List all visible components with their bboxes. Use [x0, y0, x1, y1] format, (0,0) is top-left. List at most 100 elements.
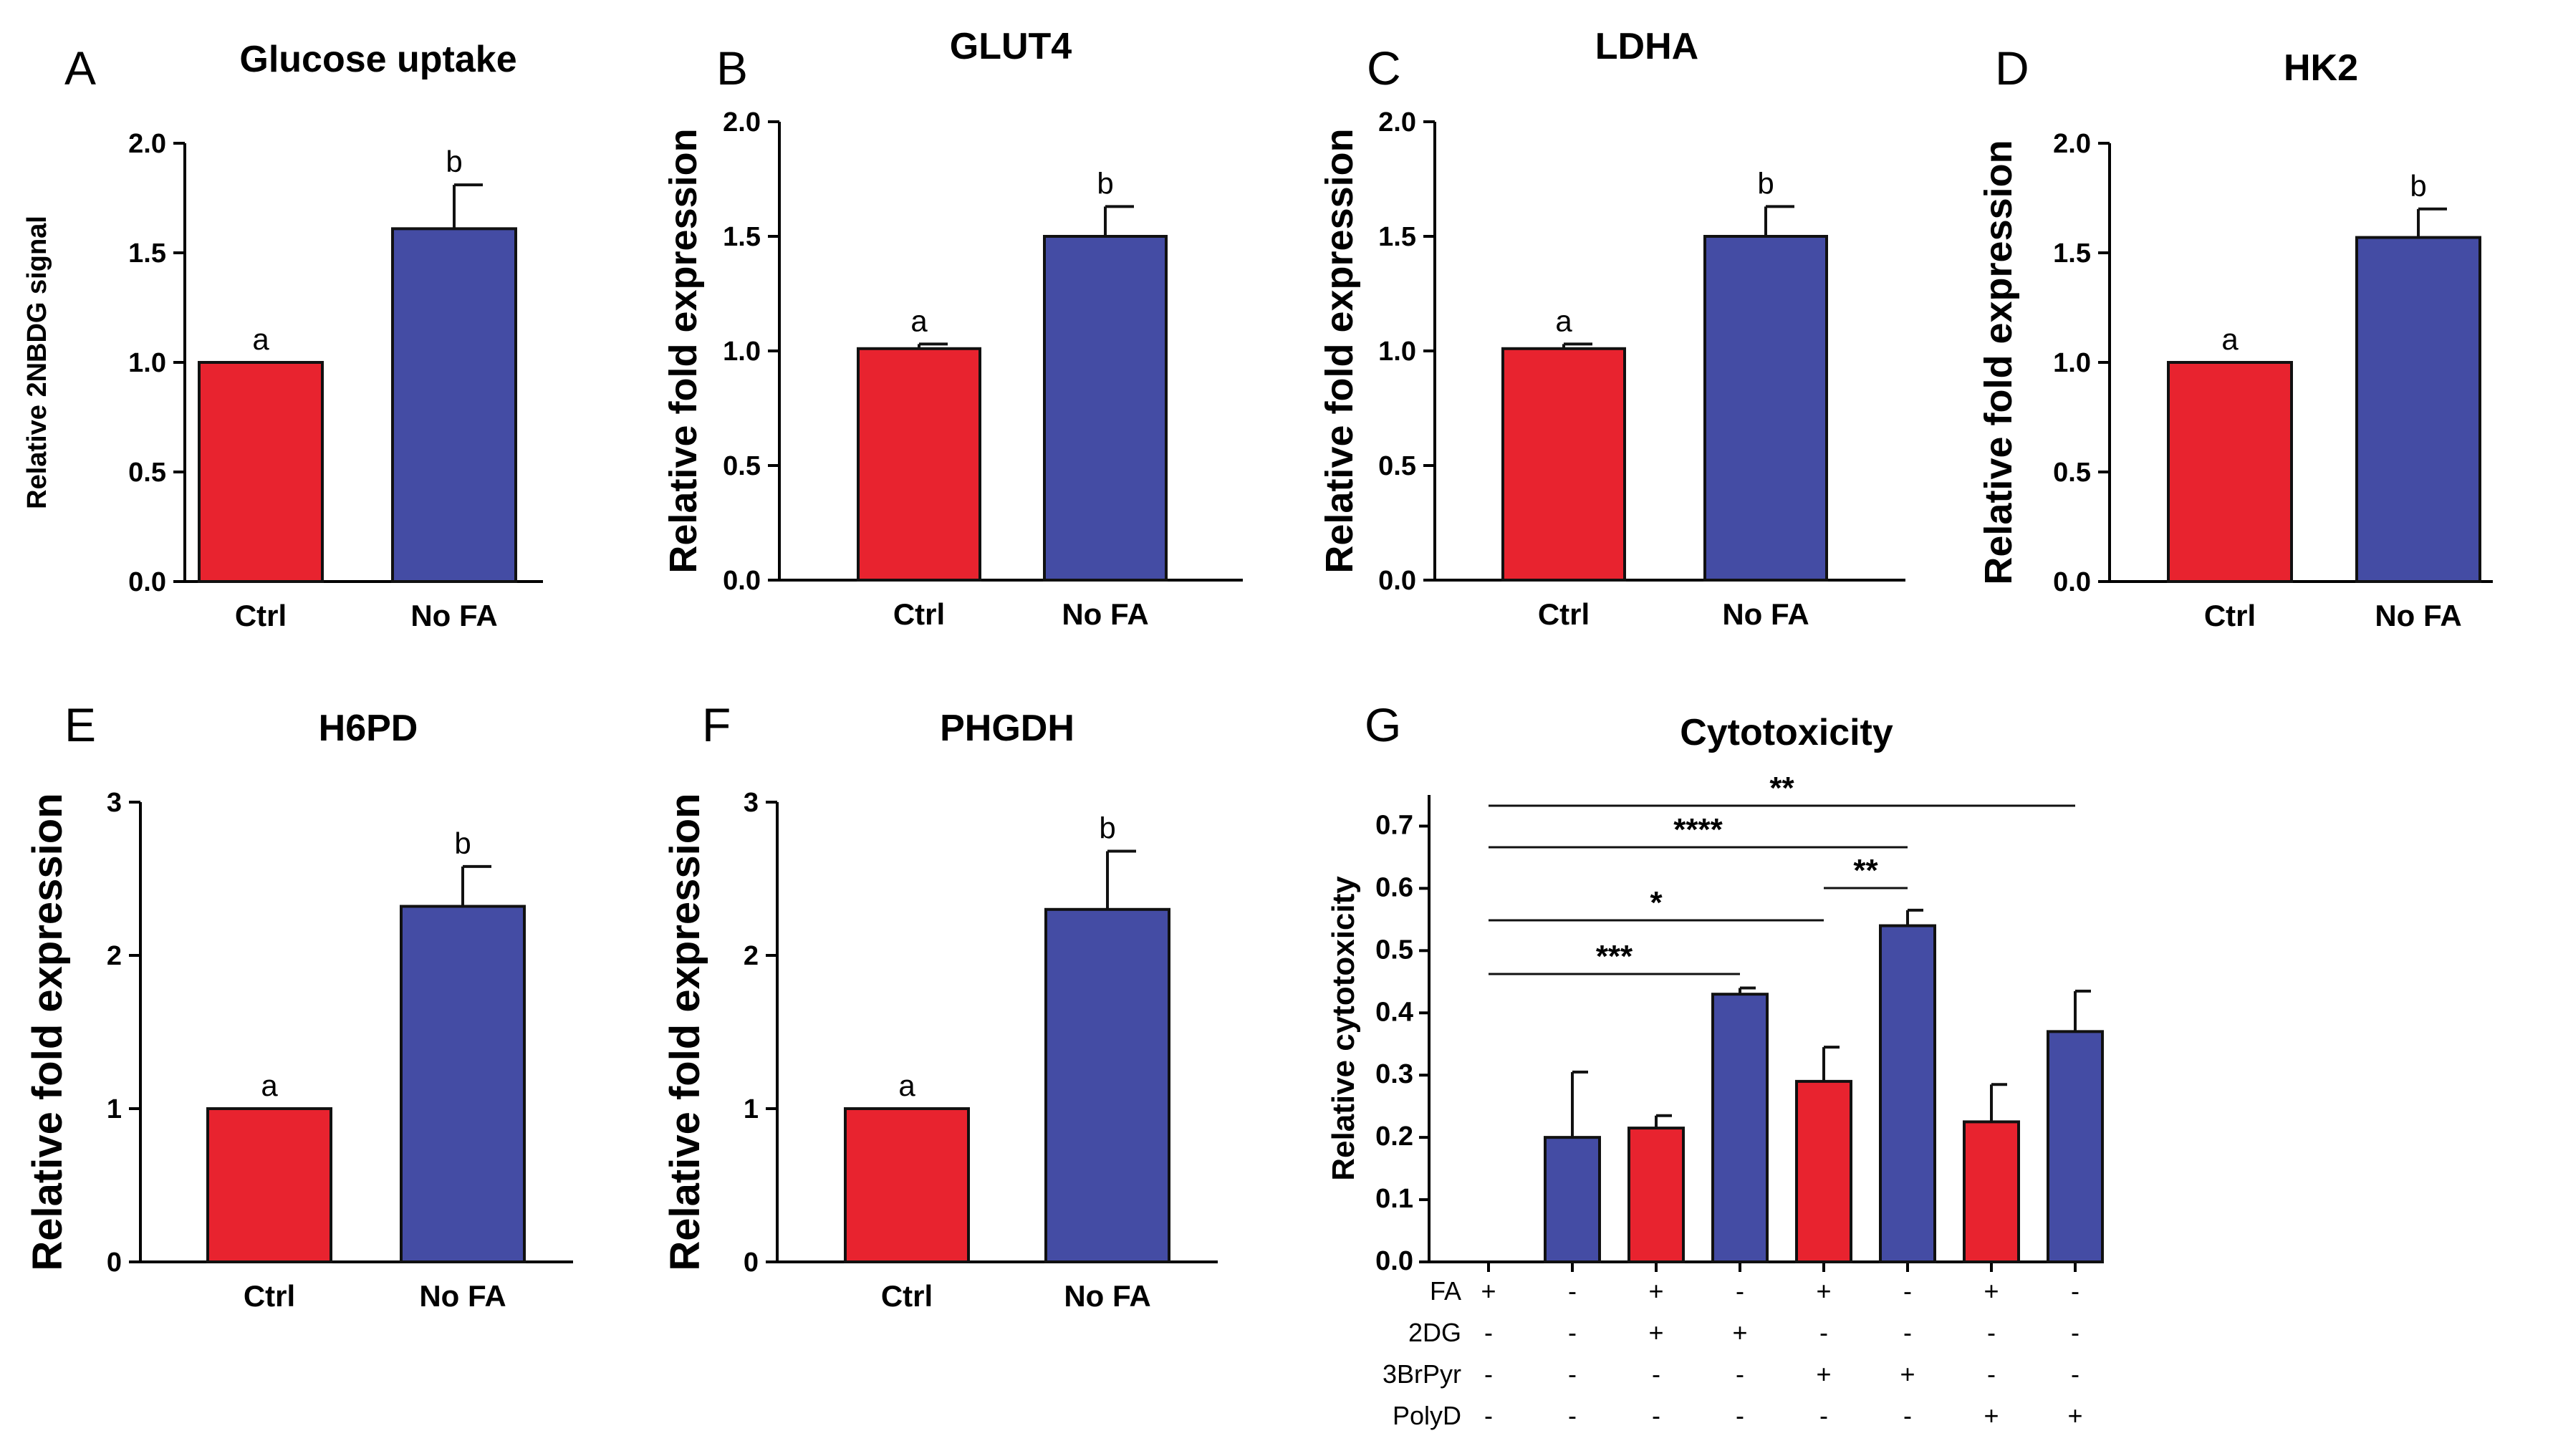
- treatment-sign: -: [1903, 1318, 1912, 1347]
- treatment-sign: -: [1819, 1401, 1828, 1430]
- treatment-sign: -: [1484, 1401, 1493, 1430]
- significance-letter: b: [454, 826, 471, 860]
- treatment-sign: +: [1900, 1359, 1915, 1389]
- y-axis-label: Relative fold expression: [662, 128, 705, 573]
- treatment-sign: -: [1652, 1401, 1660, 1430]
- y-axis-label: Relative fold expression: [662, 793, 708, 1271]
- y-tick-label: 0.0: [128, 567, 166, 597]
- x-tick-label: Ctrl: [1538, 597, 1590, 631]
- significance-letter: a: [261, 1069, 278, 1102]
- y-tick-label: 1: [744, 1094, 759, 1124]
- y-tick-label: 0.1: [1375, 1184, 1413, 1214]
- panel-letter: G: [1365, 698, 1401, 751]
- y-tick-label: 2.0: [2053, 129, 2091, 159]
- treatment-sign: +: [1732, 1318, 1747, 1347]
- bar-group-2: [1544, 1136, 1601, 1263]
- treatment-sign: -: [1736, 1359, 1744, 1389]
- panel-title: Glucose uptake: [239, 39, 516, 80]
- y-tick-label: 1.5: [2053, 238, 2091, 269]
- y-tick-label: 1.5: [128, 238, 166, 269]
- bar-ctrl: [857, 347, 981, 582]
- y-tick-label: 2.0: [1378, 107, 1416, 138]
- treatment-sign: -: [1484, 1359, 1493, 1389]
- y-tick-label: 0.0: [723, 566, 761, 596]
- x-tick-label: No FA: [2375, 599, 2461, 632]
- treatment-sign: -: [2071, 1318, 2079, 1347]
- y-tick-label: 0.5: [723, 451, 761, 481]
- y-tick-label: 1.0: [2053, 348, 2091, 378]
- y-axis-label: Relative 2NBDG signal: [22, 216, 52, 509]
- y-tick-label: 2.0: [723, 107, 761, 138]
- y-tick-label: 0.4: [1375, 997, 1413, 1027]
- significance-letter: b: [1097, 166, 1113, 200]
- panel-letter: E: [64, 698, 96, 751]
- treatment-name: FA: [1430, 1276, 1461, 1306]
- y-tick-label: 0.3: [1375, 1059, 1413, 1089]
- x-tick-label: No FA: [1064, 1279, 1150, 1313]
- y-tick-label: 2: [107, 941, 122, 971]
- treatment-sign: -: [1903, 1401, 1912, 1430]
- treatment-sign: -: [1736, 1401, 1744, 1430]
- panel-c: C LDHA Relative fold expression 0.0 0.5 1.0 1.…: [1318, 26, 1905, 631]
- bar-group-4: [1711, 993, 1769, 1263]
- treatment-sign: -: [2071, 1276, 2079, 1306]
- x-tick-label: No FA: [410, 599, 497, 632]
- y-tick-label: 1: [107, 1094, 122, 1124]
- bar-ctrl: [1501, 347, 1626, 582]
- y-tick-label: 1.5: [1378, 222, 1416, 252]
- bar-ctrl: [844, 1107, 970, 1263]
- bar-group-5: [1795, 1079, 1852, 1263]
- panel-title: HK2: [2284, 47, 2358, 89]
- y-tick-label: 2: [744, 941, 759, 971]
- treatment-name: 2DG: [1408, 1318, 1461, 1347]
- x-tick-label: No FA: [1722, 597, 1809, 631]
- panel-title: LDHA: [1595, 26, 1698, 67]
- x-tick-label: Ctrl: [881, 1279, 933, 1313]
- panel-f: F PHGDH Relative fold expression 0 1 2 3 a Ctrl b…: [662, 698, 1218, 1313]
- y-tick-label: 0.6: [1375, 872, 1413, 902]
- treatment-sign: +: [1648, 1276, 1663, 1306]
- treatment-sign: +: [1984, 1276, 1999, 1306]
- y-axis-label: Relative cytotoxicity: [1326, 876, 1361, 1181]
- significance-letter: a: [1555, 304, 1572, 337]
- panel-letter: C: [1367, 42, 1401, 95]
- y-axis-label: Relative fold expression: [1977, 140, 2020, 584]
- y-tick-label: 0.5: [2053, 458, 2091, 488]
- y-tick-label: 1.5: [723, 222, 761, 252]
- treatment-sign: +: [1481, 1276, 1496, 1306]
- panel-title: GLUT4: [950, 26, 1072, 67]
- y-tick-label: 3: [107, 788, 122, 818]
- y-axis-label: Relative fold expression: [1318, 128, 1361, 573]
- y-axis-label: Relative fold expression: [24, 793, 71, 1271]
- treatment-sign: +: [1816, 1276, 1831, 1306]
- panel-title: H6PD: [319, 708, 418, 749]
- bar-no-fa: [391, 227, 517, 583]
- significance-stars: ****: [1673, 812, 1723, 847]
- y-tick-label: 1.0: [128, 348, 166, 378]
- treatment-sign: +: [1816, 1359, 1831, 1389]
- panel-e: E H6PD Relative fold expression 0 1 2 3 a Ctrl b N…: [24, 698, 573, 1313]
- y-tick-label: 0.0: [2053, 567, 2091, 597]
- treatment-sign: -: [1903, 1276, 1912, 1306]
- bar-no-fa: [1703, 235, 1828, 582]
- panel-letter: A: [64, 42, 96, 95]
- significance-letter: a: [2221, 322, 2239, 356]
- treatment-sign: +: [1984, 1401, 1999, 1430]
- y-tick-label: 1.0: [723, 337, 761, 367]
- bar-group-3: [1627, 1127, 1685, 1264]
- treatment-sign: -: [1819, 1318, 1828, 1347]
- significance-letter: b: [1099, 811, 1115, 844]
- significance-stars: *: [1650, 885, 1663, 920]
- y-tick-label: 0.0: [1378, 566, 1416, 596]
- panel-b: B GLUT4 Relative fold expression 0.0 0.5 1.0 1…: [662, 26, 1243, 631]
- panel-title: PHGDH: [940, 708, 1074, 749]
- y-tick-label: 0.5: [1378, 451, 1416, 481]
- y-tick-label: 0.2: [1375, 1122, 1413, 1152]
- panel-d: D HK2 Relative fold expression 0.0 0.5 1.0 1.5…: [1977, 42, 2493, 632]
- significance-stars: ***: [1596, 939, 1633, 974]
- panel-letter: D: [1995, 42, 2029, 95]
- treatment-sign: -: [1736, 1276, 1744, 1306]
- bar-no-fa: [1044, 907, 1170, 1264]
- significance-letter: b: [446, 145, 462, 178]
- bar-no-fa: [400, 905, 526, 1264]
